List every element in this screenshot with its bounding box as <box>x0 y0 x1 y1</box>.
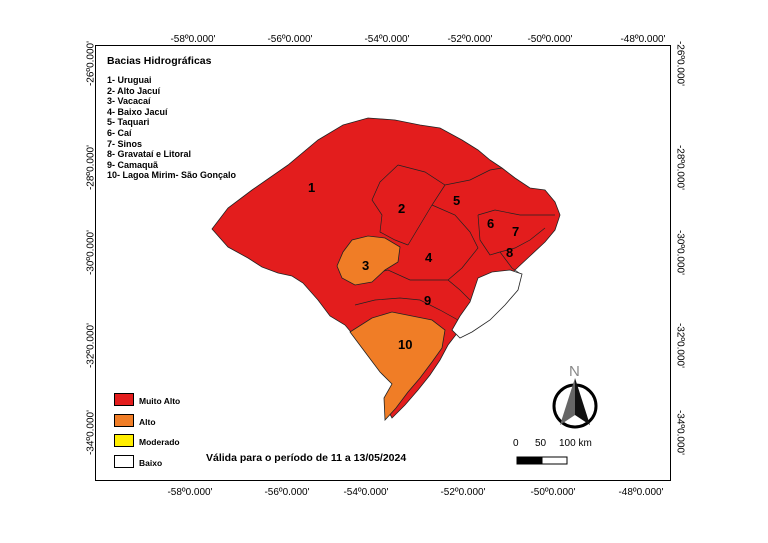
basin-number-7: 7 <box>512 224 519 239</box>
basin-number-2: 2 <box>398 201 405 216</box>
lon-tick-top: -56º0.000' <box>267 34 313 45</box>
north-label: N <box>569 363 580 380</box>
lon-tick-top: -50º0.000' <box>527 34 573 45</box>
basin-list-item: 4- Baixo Jacuí <box>107 106 168 117</box>
basin-list-item: 3- Vacacaí <box>107 96 151 107</box>
basin-list-item: 6- Caí <box>107 127 132 138</box>
legend-label: Baixo <box>139 458 163 468</box>
legend-swatch-baixo <box>114 455 134 468</box>
basin-number-6: 6 <box>487 216 494 231</box>
map-frame <box>95 45 671 481</box>
lon-tick-bottom: -56º0.000' <box>264 487 310 498</box>
north-arrow-icon: N <box>552 363 598 429</box>
lon-tick-top: -52º0.000' <box>447 34 493 45</box>
lon-tick-bottom: -58º0.000' <box>167 487 213 498</box>
basin-borders <box>354 164 555 321</box>
legend-swatch-moderado <box>114 434 134 447</box>
basin-3-region <box>336 235 401 286</box>
basin-list: 1- Uruguai 2- Alto Jacuí 3- Vacacaí 4- B… <box>107 75 236 181</box>
legend-label: Muito Alto <box>139 396 181 406</box>
basin-list-item: 7- Sinos <box>107 138 143 149</box>
lon-tick-bottom: -52º0.000' <box>440 487 486 498</box>
basin-number-5: 5 <box>453 193 460 208</box>
scale-label: 50 <box>535 438 547 449</box>
basin-list-item: 2- Alto Jacuí <box>107 85 161 96</box>
lon-tick-top: -58º0.000' <box>170 34 216 45</box>
basin-10-region <box>349 311 446 421</box>
lagoa-dos-patos <box>451 269 523 339</box>
basin-list-item: 10- Lagoa Mirim- São Gonçalo <box>107 170 237 181</box>
lon-tick-top: -54º0.000' <box>364 34 410 45</box>
basin-number-1: 1 <box>308 180 315 195</box>
scale-label: 0 <box>513 438 519 449</box>
lon-tick-top: -48º0.000' <box>620 34 666 45</box>
lon-tick-bottom: -50º0.000' <box>530 487 576 498</box>
basin-list-item: 5- Taquari <box>107 117 150 128</box>
legend-label: Alto <box>139 417 156 427</box>
basin-number-8: 8 <box>506 245 513 260</box>
validity-note: Válida para o período de 11 a 13/05/2024 <box>206 452 407 464</box>
lon-tick-bottom: -48º0.000' <box>618 487 664 498</box>
basin-list-item: 8- Gravataí e Litoral <box>107 149 192 160</box>
basin-number-4: 4 <box>425 250 433 265</box>
legend-title: Bacias Hidrográficas <box>107 55 212 67</box>
basin-list-item: 9- Camaquã <box>107 159 159 170</box>
scale-bar <box>516 456 568 465</box>
basin-list-item: 1- Uruguai <box>107 75 152 85</box>
legend-label: Moderado <box>139 437 180 447</box>
legend-swatch-muito-alto <box>114 393 134 406</box>
legend-swatch-alto <box>114 414 134 427</box>
basin-number-10: 10 <box>398 337 412 352</box>
basin-number-3: 3 <box>362 258 369 273</box>
scale-label: 100 km <box>559 438 592 449</box>
lon-tick-bottom: -54º0.000' <box>343 487 389 498</box>
basin-number-9: 9 <box>424 293 431 308</box>
